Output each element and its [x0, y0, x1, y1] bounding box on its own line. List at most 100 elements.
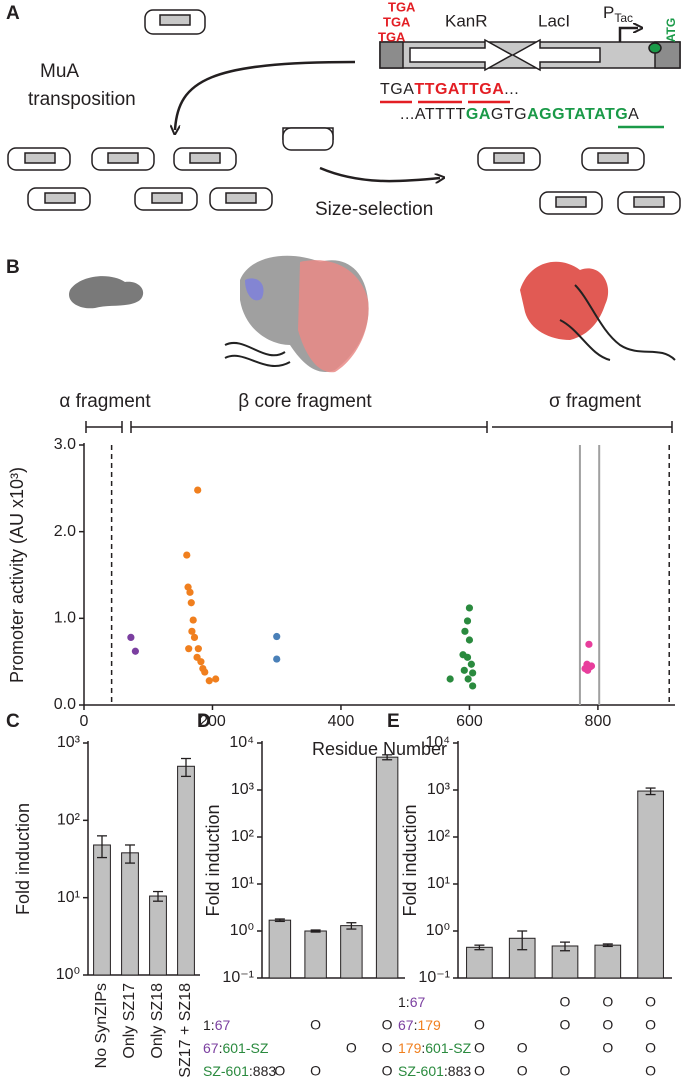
point — [463, 653, 472, 661]
condition-part: 1: — [398, 994, 410, 1010]
diagram — [7, 9, 681, 215]
error-bar — [517, 930, 528, 951]
bar — [93, 844, 111, 976]
condition-mark: O — [560, 1017, 571, 1033]
promoter-main: P — [603, 3, 614, 22]
point — [186, 588, 194, 596]
start-codon: ATG — [664, 18, 678, 42]
point — [464, 675, 472, 683]
error-bar — [602, 943, 613, 948]
label: Size-selection — [315, 199, 433, 220]
bar — [594, 944, 622, 979]
condition-label: SZ-601:883 — [398, 1063, 471, 1079]
condition-mark: O — [645, 1040, 656, 1056]
bar — [375, 756, 399, 979]
point — [446, 675, 454, 683]
x-tick-label: 800 — [585, 713, 612, 730]
error-bar — [274, 918, 285, 923]
error-bar — [474, 944, 485, 951]
condition-mark: O — [474, 1040, 485, 1056]
error-bar — [310, 929, 321, 933]
y-tick-label: 1.0 — [54, 610, 76, 627]
gene: KanR — [445, 11, 488, 30]
bar — [268, 919, 292, 979]
condition-part: 601-SZ — [222, 1040, 268, 1056]
point — [461, 627, 469, 635]
panel-label: B — [6, 257, 20, 278]
y-tick-label: 10³ — [427, 781, 451, 798]
y-tick-label: 10⁻¹ — [418, 969, 450, 986]
condition-part: SZ-601 — [398, 1063, 444, 1079]
y-axis-label: Fold induction — [400, 804, 420, 916]
bar — [121, 852, 139, 976]
condition-part: 67 — [203, 1040, 219, 1056]
condition-mark: O — [474, 1063, 485, 1079]
condition-mark: O — [310, 1063, 321, 1079]
condition-mark: O — [382, 1040, 393, 1056]
condition-part: 1: — [203, 1017, 215, 1033]
x-tick-label: Only SZ17 — [121, 983, 138, 1059]
bar — [177, 765, 195, 976]
condition-mark: O — [602, 1040, 613, 1056]
point — [467, 660, 475, 668]
x-tick-label: 400 — [328, 713, 355, 730]
point — [131, 647, 139, 655]
condition-part: : — [219, 1040, 223, 1056]
y-tick-label: 10² — [427, 828, 451, 845]
y-tick-label: 10³ — [231, 781, 255, 798]
fragment-label: α fragment — [59, 391, 151, 412]
protein-structures — [69, 255, 676, 373]
condition-part: : — [414, 1017, 418, 1033]
point — [193, 653, 201, 661]
condition-part: :883 — [249, 1063, 276, 1079]
error-bar — [97, 835, 107, 859]
point — [194, 645, 202, 653]
x-tick-label: 600 — [456, 713, 483, 730]
condition-label: 67:179 — [398, 1017, 441, 1033]
bar — [304, 930, 327, 979]
condition-label: 1:67 — [398, 994, 425, 1010]
y-tick-label: 0.0 — [54, 696, 76, 713]
condition-mark: O — [382, 1063, 393, 1079]
point — [205, 677, 213, 685]
point — [185, 645, 193, 653]
y-tick-label: 10⁻¹ — [222, 969, 254, 986]
x-tick-label: Only SZ18 — [149, 983, 166, 1059]
y-tick-label: 10¹ — [231, 875, 254, 892]
condition-part: 67 — [410, 994, 426, 1010]
x-tick-label: 200 — [199, 713, 226, 730]
y-axis-label: Promoter activity (AU x10³) — [7, 467, 27, 683]
condition-part: 67 — [398, 1017, 414, 1033]
condition-mark: O — [645, 1063, 656, 1079]
panel-label: D — [197, 711, 211, 732]
condition-mark: O — [382, 1017, 393, 1033]
error-bar — [125, 844, 135, 864]
stop-codon: TGA — [378, 29, 406, 44]
stop-codon: TGA — [388, 0, 416, 14]
promoter: PTac — [603, 3, 633, 25]
seq-part: GA — [466, 106, 491, 123]
point — [127, 633, 135, 642]
y-tick-label: 10⁰ — [426, 922, 450, 939]
point — [183, 551, 191, 559]
bar — [637, 790, 664, 979]
panel-label: C — [6, 711, 20, 732]
point — [188, 627, 196, 635]
condition-mark: O — [602, 1017, 613, 1033]
panel-label: E — [387, 711, 400, 732]
point — [187, 599, 195, 607]
condition-mark: O — [474, 1017, 485, 1033]
condition-label: 179:601-SZ — [398, 1040, 472, 1056]
bar — [466, 946, 493, 979]
condition-label: 67:601-SZ — [203, 1040, 269, 1056]
condition-part: 67 — [215, 1017, 231, 1033]
y-axis-label: Fold induction — [13, 803, 33, 915]
y-tick-label: 10¹ — [57, 889, 80, 906]
point — [201, 668, 209, 676]
panel-label: A — [6, 3, 20, 24]
error-bar — [560, 941, 570, 952]
y-tick-label: 10² — [57, 812, 81, 829]
condition-mark: O — [560, 994, 571, 1010]
seq-part: TGA — [380, 81, 414, 98]
y-tick-label: 10³ — [57, 734, 81, 751]
